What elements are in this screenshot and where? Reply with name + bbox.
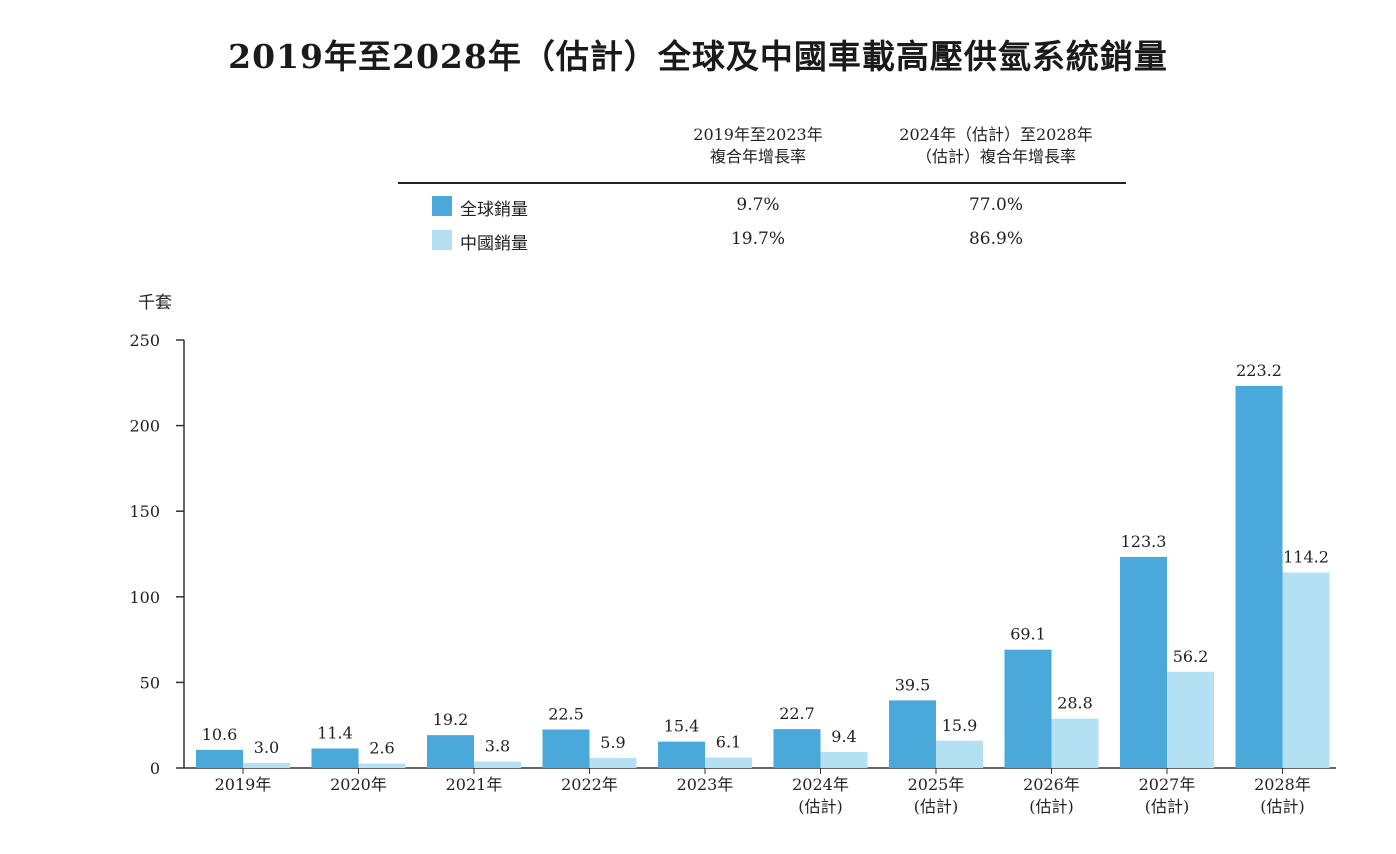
cagr-header-2024-2028-line1: 2024年（估計）至2028年: [899, 125, 1093, 144]
data-label-global-6: 39.5: [895, 675, 931, 694]
cagr-header-2019-2023-line2: 複合年增長率: [709, 147, 806, 166]
legend-label-china: 中國銷量: [460, 234, 528, 254]
y-tick-label-150: 150: [129, 502, 160, 521]
bar-global-7: [1004, 649, 1052, 768]
chart-title: 2019年至2028年（估計）全球及中國車載高壓供氫系統銷量: [228, 37, 1168, 76]
x-tick-label-5-sub: (估計): [798, 797, 843, 816]
bar-global-1: [311, 748, 359, 768]
data-label-global-9: 223.2: [1236, 361, 1282, 380]
bar-global-5: [773, 729, 821, 768]
cagr-header-2024-2028: 2024年（估計）至2028年 （估計）複合年增長率: [876, 124, 1116, 168]
x-tick-label-2: 2021年: [446, 775, 503, 794]
data-label-china-2: 3.8: [485, 736, 510, 755]
bar-china-6: [936, 740, 983, 768]
cagr-header-2024-2028-line2: （估計）複合年增長率: [915, 147, 1076, 166]
x-tick-label-7-sub: (估計): [1029, 797, 1074, 816]
data-label-global-2: 19.2: [433, 710, 469, 729]
data-label-china-9: 114.2: [1283, 547, 1329, 566]
bar-china-9: [1282, 572, 1330, 768]
bar-china-4: [705, 757, 752, 768]
bar-china-3: [589, 757, 637, 768]
x-tick-label-6: 2025年: [908, 775, 965, 794]
cagr-header-2019-2023: 2019年至2023年 複合年增長率: [668, 124, 848, 168]
bar-china-7: [1051, 718, 1099, 768]
x-tick-label-7: 2026年: [1023, 775, 1080, 794]
y-tick-label-50: 50: [140, 673, 160, 692]
cagr-table-divider: [398, 182, 1126, 184]
legend-label-global: 全球銷量: [460, 200, 528, 220]
data-label-china-6: 15.9: [942, 716, 978, 735]
bar-global-2: [427, 735, 474, 768]
cagr-china-2024-2028: 86.9%: [968, 229, 1023, 249]
data-label-global-5: 22.7: [779, 704, 815, 723]
data-label-china-8: 56.2: [1173, 647, 1209, 666]
bar-china-2: [474, 761, 521, 768]
bar-global-3: [542, 729, 590, 768]
y-tick-label-200: 200: [129, 417, 160, 436]
data-label-china-7: 28.8: [1057, 694, 1093, 713]
y-tick-label-100: 100: [129, 588, 160, 607]
bar-china-1: [358, 763, 406, 768]
data-label-global-8: 123.3: [1121, 532, 1167, 551]
cagr-global-2019-2023: 9.7%: [736, 195, 780, 215]
data-label-china-4: 6.1: [716, 733, 741, 752]
x-tick-label-4: 2023年: [677, 775, 734, 794]
data-label-global-7: 69.1: [1010, 625, 1046, 644]
y-tick-label-0: 0: [150, 759, 160, 778]
y-tick-label-250: 250: [129, 331, 160, 350]
data-label-global-4: 15.4: [664, 717, 700, 736]
bar-china-0: [243, 762, 290, 768]
x-tick-label-1: 2020年: [330, 775, 387, 794]
data-label-global-3: 22.5: [548, 704, 584, 723]
cagr-china-2019-2023: 19.7%: [730, 229, 785, 249]
legend-swatch-china: [432, 230, 452, 250]
legend-swatch-global: [432, 196, 452, 216]
data-label-china-1: 2.6: [369, 739, 394, 758]
data-label-china-0: 3.0: [254, 738, 279, 757]
x-tick-label-0: 2019年: [215, 775, 272, 794]
x-tick-label-9-sub: (估計): [1260, 797, 1305, 816]
data-label-china-5: 9.4: [831, 727, 856, 746]
cagr-global-2024-2028: 77.0%: [968, 195, 1023, 215]
data-label-global-0: 10.6: [202, 725, 238, 744]
bar-global-6: [889, 700, 936, 768]
cagr-row-china: 中國銷量 19.7% 86.9%: [398, 228, 1126, 254]
x-tick-label-9: 2028年: [1254, 775, 1311, 794]
data-label-china-3: 5.9: [600, 733, 625, 752]
cagr-header-2019-2023-line1: 2019年至2023年: [693, 125, 823, 144]
x-tick-label-8-sub: (估計): [1145, 797, 1190, 816]
data-label-global-1: 11.4: [317, 723, 353, 742]
cagr-row-global: 全球銷量 9.7% 77.0%: [398, 194, 1126, 220]
x-tick-label-3: 2022年: [561, 775, 618, 794]
bar-global-9: [1235, 385, 1283, 768]
bar-global-0: [196, 749, 243, 768]
bar-china-5: [820, 751, 868, 768]
bar-global-8: [1120, 556, 1167, 768]
bar-global-4: [658, 741, 705, 768]
x-tick-label-5: 2024年: [792, 775, 849, 794]
bar-china-8: [1167, 671, 1214, 768]
x-tick-label-6-sub: (估計): [914, 797, 959, 816]
x-tick-label-8: 2027年: [1139, 775, 1196, 794]
y-axis-unit-label: 千套: [138, 293, 172, 313]
